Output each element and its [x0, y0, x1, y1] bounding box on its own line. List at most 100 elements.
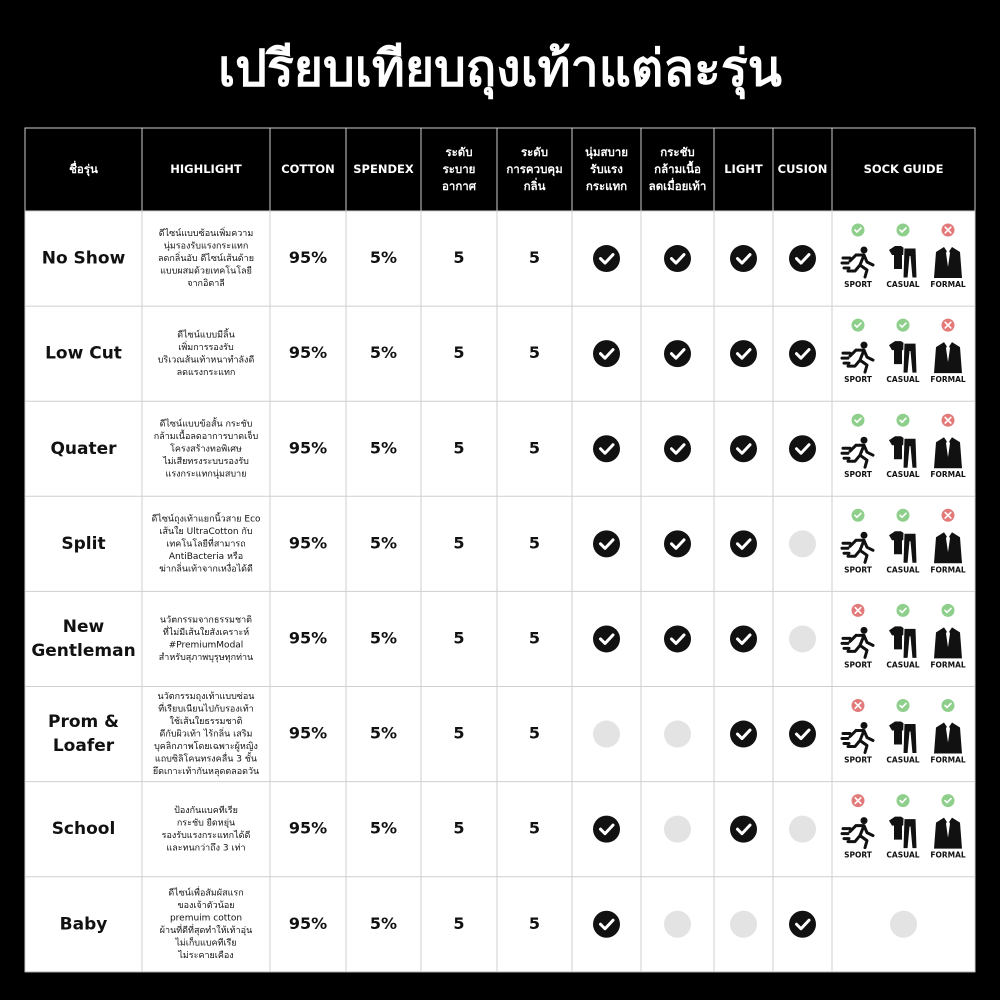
badge-mark — [854, 797, 862, 805]
header-label: นุ่มสบาย — [585, 145, 628, 160]
check-mark — [599, 538, 615, 550]
check-icon — [730, 625, 757, 653]
check-mark — [599, 253, 615, 265]
check-icon — [730, 245, 757, 273]
header-label: COTTON — [281, 162, 335, 176]
casual-icon — [889, 246, 907, 269]
check-icon — [593, 245, 620, 273]
badge-mark — [944, 226, 952, 234]
guide-label: SPORT — [844, 470, 873, 479]
value-cell: 5 — [529, 533, 540, 552]
casual-icon — [902, 532, 918, 564]
casual-icon — [889, 341, 907, 365]
highlight-text: ไม่ระคายเคือง — [177, 950, 233, 961]
highlight-text: ดีไซน์แบบมีลิ้น — [177, 327, 234, 340]
header-label: SPENDEX — [353, 162, 414, 176]
value-cell: 5 — [453, 438, 464, 457]
highlight-text: ไม่เก็บแบคทีเรีย — [174, 936, 236, 949]
guide-label: CASUAL — [886, 565, 919, 574]
badge-mark — [854, 322, 862, 329]
highlight-text: AntiBacteria หรือ — [169, 551, 243, 562]
empty-icon — [593, 720, 620, 748]
highlight-text: จากอิตาลี — [187, 278, 225, 289]
check-mark — [736, 633, 752, 645]
check-mark — [599, 348, 615, 360]
sport-icon — [840, 443, 875, 469]
check-mark — [670, 443, 686, 455]
value-cell: 5 — [529, 819, 540, 838]
guide-label: SPORT — [844, 851, 873, 860]
sport-icon — [860, 722, 868, 729]
header-label: อากาศ — [442, 179, 477, 193]
check-mark — [795, 348, 811, 360]
highlight-text: นวัตกรรมจากธรรมชาติ — [160, 615, 252, 626]
check-icon — [789, 245, 816, 273]
badge-mark — [899, 417, 907, 424]
highlight-text: บุคลิกภาพโดยเฉพาะผู้หญิง — [154, 741, 258, 752]
header-label: กล้ามเนื้อ — [654, 160, 701, 176]
check-mark — [670, 348, 686, 360]
highlight-text: สำหรับสุภาพบุรุษทุกท่าน — [159, 652, 253, 663]
casual-icon — [902, 342, 918, 374]
sport-icon — [840, 824, 875, 850]
guide-label: SPORT — [844, 280, 873, 289]
badge-mark — [854, 512, 862, 519]
check-icon — [730, 720, 757, 748]
badge-mark — [944, 321, 952, 329]
check-icon — [593, 530, 620, 558]
sport-icon — [840, 633, 875, 659]
check-mark — [599, 633, 615, 645]
header-label: HIGHLIGHT — [170, 162, 242, 176]
check-icon — [664, 245, 691, 273]
highlight-text: เทคโนโลยีที่สามารถ — [166, 536, 245, 549]
empty-icon — [789, 815, 816, 843]
casual-icon — [902, 627, 918, 659]
check-mark — [736, 538, 752, 550]
guide-label: SPORT — [844, 756, 873, 765]
empty-icon — [664, 910, 691, 938]
highlight-text: ฆ่ากลิ่นเท้าจากเหงื่อได้ดี — [159, 561, 253, 574]
check-icon — [593, 625, 620, 653]
badge-mark — [854, 417, 862, 424]
check-mark — [736, 253, 752, 265]
header-label: ระบาย — [443, 162, 476, 176]
value-cell: 5 — [529, 914, 540, 933]
check-icon — [593, 435, 620, 463]
empty-icon — [789, 530, 816, 558]
check-mark — [599, 443, 615, 455]
casual-icon — [889, 436, 907, 460]
value-cell: 95% — [289, 819, 327, 838]
check-mark — [670, 633, 686, 645]
guide-label: SPORT — [844, 660, 873, 669]
badge-mark — [944, 797, 952, 804]
header-label: รับแรง — [590, 162, 623, 176]
check-mark — [670, 538, 686, 550]
check-icon — [730, 340, 757, 368]
highlight-text: ผ้านที่ดีที่สุดทำให้เท้าอุ่น — [160, 923, 252, 936]
empty-icon — [789, 625, 816, 653]
highlight-text: ที่ไม่มีเส้นใยสังเคราะห์ — [163, 625, 249, 638]
check-mark — [736, 728, 752, 741]
highlight-text: นุ่มรองรับแรงกระแทก — [164, 242, 249, 252]
value-cell: 5 — [529, 343, 540, 362]
badge-mark — [854, 701, 862, 710]
check-icon — [789, 720, 816, 748]
table-border — [24, 127, 976, 973]
guide-label: CASUAL — [886, 280, 919, 289]
header-label: SOCK GUIDE — [864, 162, 944, 176]
guide-label: CASUAL — [886, 851, 919, 860]
value-cell: 95% — [289, 248, 327, 267]
check-mark — [736, 443, 752, 455]
value-cell: 5% — [370, 343, 397, 362]
empty-icon — [664, 720, 691, 748]
value-cell: 5 — [529, 724, 540, 743]
highlight-text: ป้องกันแบคทีเรีย — [174, 805, 238, 816]
value-cell: 95% — [289, 438, 327, 457]
value-cell: 5% — [370, 724, 397, 743]
header-label: ชื่อรุ่น — [69, 160, 98, 177]
value-cell: 5 — [453, 628, 464, 647]
value-cell: 5 — [453, 819, 464, 838]
header-label: CUSION — [778, 162, 828, 176]
model-name: Prom & — [48, 712, 119, 732]
